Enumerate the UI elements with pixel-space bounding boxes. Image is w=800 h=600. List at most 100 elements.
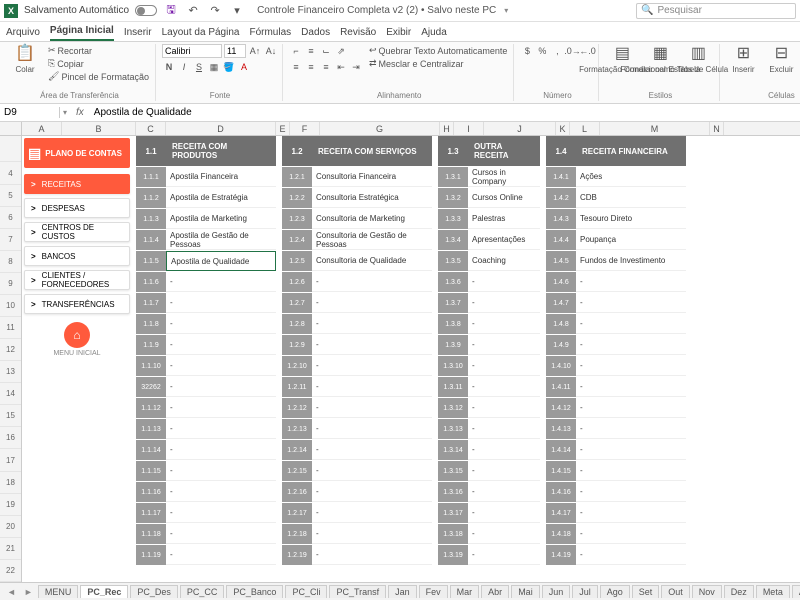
table-row[interactable]: 1.2.15- bbox=[282, 461, 432, 481]
col-header-G[interactable]: G bbox=[320, 122, 440, 135]
sheet-tab-Dez[interactable]: Dez bbox=[724, 585, 754, 598]
merge-center-button[interactable]: ⇄Mesclar e Centralizar bbox=[367, 57, 509, 70]
insert-button[interactable]: ⊞Inserir bbox=[726, 44, 760, 75]
table-row[interactable]: 1.4.18- bbox=[546, 524, 686, 544]
table-row[interactable]: 1.2.9- bbox=[282, 335, 432, 355]
table-row[interactable]: 1.3.16- bbox=[438, 482, 540, 502]
table-row[interactable]: 1.1.3Apostila de Marketing bbox=[136, 209, 276, 229]
table-row[interactable]: 1.2.3Consultoria de Marketing bbox=[282, 209, 432, 229]
increase-decimal-icon[interactable]: .0→ bbox=[565, 44, 579, 58]
table-row[interactable]: 1.2.1Consultoria Financeira bbox=[282, 167, 432, 187]
sheet-tab-PC_Rec[interactable]: PC_Rec bbox=[80, 585, 128, 598]
col-header-J[interactable]: J bbox=[484, 122, 556, 135]
undo-icon[interactable]: ↶ bbox=[185, 3, 201, 19]
table-row[interactable]: 1.3.17- bbox=[438, 503, 540, 523]
align-middle-icon[interactable]: ≡ bbox=[304, 44, 318, 58]
col-header-L[interactable]: L bbox=[570, 122, 600, 135]
menu-tab-arquivo[interactable]: Arquivo bbox=[6, 24, 40, 41]
underline-button[interactable]: S bbox=[192, 60, 206, 74]
nav-item-transferências[interactable]: >TRANSFERÊNCIAS bbox=[24, 294, 130, 314]
table-row[interactable]: 1.2.11- bbox=[282, 377, 432, 397]
nav-item-clientes-fornecedores[interactable]: >CLIENTES / FORNECEDORES bbox=[24, 270, 130, 290]
tab-scroll-right-icon[interactable]: ► bbox=[21, 587, 36, 597]
col-header-C[interactable]: C bbox=[136, 122, 166, 135]
table-row[interactable]: 1.4.6- bbox=[546, 272, 686, 292]
col-header-I[interactable]: I bbox=[454, 122, 484, 135]
table-row[interactable]: 1.4.16- bbox=[546, 482, 686, 502]
row-header-top[interactable] bbox=[0, 136, 21, 162]
table-row[interactable]: 1.2.17- bbox=[282, 503, 432, 523]
table-row[interactable]: 1.4.15- bbox=[546, 461, 686, 481]
align-bottom-icon[interactable]: ⌙ bbox=[319, 44, 333, 58]
table-row[interactable]: 1.4.12- bbox=[546, 398, 686, 418]
row-header-21[interactable]: 21 bbox=[0, 538, 21, 560]
sheet-tab-Nov[interactable]: Nov bbox=[692, 585, 722, 598]
sheet-tab-PC_Cli[interactable]: PC_Cli bbox=[285, 585, 327, 598]
table-row[interactable]: 32262- bbox=[136, 377, 276, 397]
table-row[interactable]: 1.2.14- bbox=[282, 440, 432, 460]
row-header-7[interactable]: 7 bbox=[0, 229, 21, 251]
row-header-9[interactable]: 9 bbox=[0, 273, 21, 295]
increase-font-icon[interactable]: A↑ bbox=[248, 44, 262, 58]
table-row[interactable]: 1.1.9- bbox=[136, 335, 276, 355]
border-button[interactable]: ▦ bbox=[207, 60, 221, 74]
indent-left-icon[interactable]: ⇤ bbox=[334, 60, 348, 74]
table-row[interactable]: 1.4.4Poupança bbox=[546, 230, 686, 250]
table-row[interactable]: 1.4.9- bbox=[546, 335, 686, 355]
col-header-A[interactable]: A bbox=[22, 122, 62, 135]
table-row[interactable]: 1.4.19- bbox=[546, 545, 686, 565]
nav-item-receitas[interactable]: >RECEITAS bbox=[24, 174, 130, 194]
table-row[interactable]: 1.1.7- bbox=[136, 293, 276, 313]
row-header-4[interactable]: 4 bbox=[0, 162, 21, 184]
table-row[interactable]: 1.3.12- bbox=[438, 398, 540, 418]
col-header-B[interactable]: B bbox=[62, 122, 136, 135]
table-row[interactable]: 1.3.19- bbox=[438, 545, 540, 565]
sheet-tab-PC_Des[interactable]: PC_Des bbox=[130, 585, 178, 598]
sheet-tab-Mai[interactable]: Mai bbox=[511, 585, 540, 598]
currency-icon[interactable]: $ bbox=[520, 44, 534, 58]
col-header-D[interactable]: D bbox=[166, 122, 276, 135]
nav-item-despesas[interactable]: >DESPESAS bbox=[24, 198, 130, 218]
home-button[interactable]: ⌂ MENU INICIAL bbox=[24, 322, 130, 357]
sheet-tab-Set[interactable]: Set bbox=[632, 585, 660, 598]
comma-icon[interactable]: , bbox=[550, 44, 564, 58]
font-size-select[interactable] bbox=[224, 44, 246, 58]
table-row[interactable]: 1.4.3Tesouro Direto bbox=[546, 209, 686, 229]
table-row[interactable]: 1.1.6- bbox=[136, 272, 276, 292]
table-row[interactable]: 1.2.13- bbox=[282, 419, 432, 439]
table-row[interactable]: 1.4.10- bbox=[546, 356, 686, 376]
row-header-13[interactable]: 13 bbox=[0, 361, 21, 383]
table-row[interactable]: 1.2.16- bbox=[282, 482, 432, 502]
table-row[interactable]: 1.3.5Coaching bbox=[438, 251, 540, 271]
table-row[interactable]: 1.1.14- bbox=[136, 440, 276, 460]
search-box[interactable]: 🔍 Pesquisar bbox=[636, 3, 796, 19]
table-row[interactable]: 1.1.12- bbox=[136, 398, 276, 418]
font-name-select[interactable] bbox=[162, 44, 222, 58]
table-row[interactable]: 1.3.14- bbox=[438, 440, 540, 460]
italic-button[interactable]: I bbox=[177, 60, 191, 74]
table-row[interactable]: 1.2.19- bbox=[282, 545, 432, 565]
sheet-tab-PC_CC[interactable]: PC_CC bbox=[180, 585, 225, 598]
autosave-toggle[interactable] bbox=[135, 5, 157, 16]
table-row[interactable]: 1.3.10- bbox=[438, 356, 540, 376]
copy-button[interactable]: ⎘Copiar bbox=[46, 57, 151, 70]
wrap-text-button[interactable]: ↩Quebrar Texto Automaticamente bbox=[367, 44, 509, 57]
sheet-tab-Meta[interactable]: Meta bbox=[756, 585, 790, 598]
table-row[interactable]: 1.1.8- bbox=[136, 314, 276, 334]
sheet-tab-Abr[interactable]: Abr bbox=[481, 585, 509, 598]
col-header-F[interactable]: F bbox=[290, 122, 320, 135]
table-row[interactable]: 1.3.6- bbox=[438, 272, 540, 292]
table-row[interactable]: 1.3.13- bbox=[438, 419, 540, 439]
row-header-19[interactable]: 19 bbox=[0, 494, 21, 516]
table-row[interactable]: 1.3.7- bbox=[438, 293, 540, 313]
table-row[interactable]: 1.2.10- bbox=[282, 356, 432, 376]
menu-tab-página-inicial[interactable]: Página Inicial bbox=[50, 22, 114, 41]
decrease-font-icon[interactable]: A↓ bbox=[264, 44, 278, 58]
table-row[interactable]: 1.2.12- bbox=[282, 398, 432, 418]
nav-item-centros-de-custos[interactable]: >CENTROS DE CUSTOS bbox=[24, 222, 130, 242]
table-row[interactable]: 1.2.6- bbox=[282, 272, 432, 292]
table-row[interactable]: 1.2.2Consultoria Estratégica bbox=[282, 188, 432, 208]
table-row[interactable]: 1.2.18- bbox=[282, 524, 432, 544]
sheet-tab-Analise[interactable]: Analise bbox=[792, 585, 800, 598]
sheet-tab-Fev[interactable]: Fev bbox=[419, 585, 448, 598]
